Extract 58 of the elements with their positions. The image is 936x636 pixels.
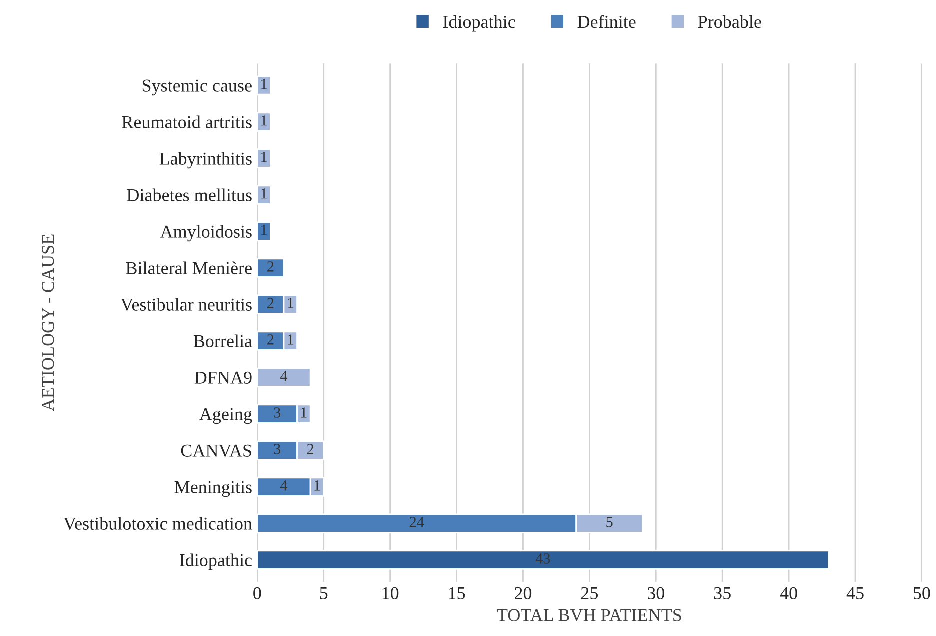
y-tick-label: DFNA9 [194, 372, 252, 384]
x-tick-label: 25 [581, 587, 598, 600]
x-tick-label: 50 [914, 587, 930, 600]
y-tick-label: Idiopathic [180, 554, 252, 570]
x-tick-label: 45 [846, 587, 864, 600]
legend-label: Definite [578, 15, 636, 28]
bar [257, 148, 272, 168]
x-tick-label: 10 [382, 587, 399, 600]
data-label: 1 [262, 188, 267, 199]
x-tick-label: 5 [320, 588, 328, 600]
data-label: 2 [268, 334, 274, 345]
x-tick-label: 40 [780, 587, 798, 600]
y-tick-label: Vestibular neuritis [120, 298, 252, 312]
legend-label: Probable [698, 15, 762, 28]
legend-label: Idiopathic [443, 15, 516, 32]
y-axis-title: AETIOLOGY - CAUSE [42, 234, 54, 412]
bar [257, 258, 285, 278]
data-label: 1 [288, 298, 294, 308]
data-label: 2 [307, 444, 314, 454]
y-tick-label: Borrelia [194, 334, 252, 348]
x-tick-label: 30 [648, 587, 664, 600]
y-tick-label: Ageing [200, 408, 252, 424]
data-label: 4 [280, 371, 288, 382]
data-label: 1 [288, 334, 294, 345]
x-tick-label: 20 [514, 587, 532, 600]
data-label: 3 [274, 408, 281, 418]
data-label: 1 [262, 116, 267, 126]
y-tick-label: Bilateral Menière [126, 262, 252, 274]
data-label: 1 [262, 152, 267, 162]
bar [257, 368, 312, 388]
x-tick-label: 15 [449, 587, 466, 600]
y-tick-label: CANVAS [181, 444, 252, 458]
y-tick-label: Systemic cause [142, 80, 252, 96]
data-label: 4 [280, 480, 288, 491]
data-label: 1 [262, 225, 267, 236]
y-tick-label: Amyloidosis [160, 225, 252, 242]
data-label: 1 [301, 408, 307, 418]
y-tick-label: Reumatoid artritis [122, 116, 252, 128]
x-tick-label: 0 [254, 587, 262, 600]
y-tick-label: Vestibulotoxic medication [64, 517, 252, 530]
data-label: 5 [606, 517, 613, 528]
data-label: 1 [262, 79, 267, 90]
data-label: 2 [268, 298, 274, 308]
data-label: 1 [314, 480, 320, 491]
data-label: 24 [410, 517, 424, 528]
data-label: 43 [536, 554, 550, 564]
data-label: 3 [274, 444, 281, 454]
bar [257, 550, 830, 570]
data-label: 2 [268, 262, 274, 272]
x-tick-label: 35 [714, 587, 731, 600]
bar [257, 222, 272, 242]
y-tick-label: Meningitis [174, 481, 252, 498]
bar [257, 185, 272, 205]
x-axis-title: TOTAL BVH PATIENTS [497, 609, 682, 622]
y-tick-label: Labyrinthitis [160, 152, 252, 169]
bar [257, 112, 272, 132]
bar [257, 76, 272, 96]
y-tick-label: Diabetes mellitus [127, 188, 252, 202]
